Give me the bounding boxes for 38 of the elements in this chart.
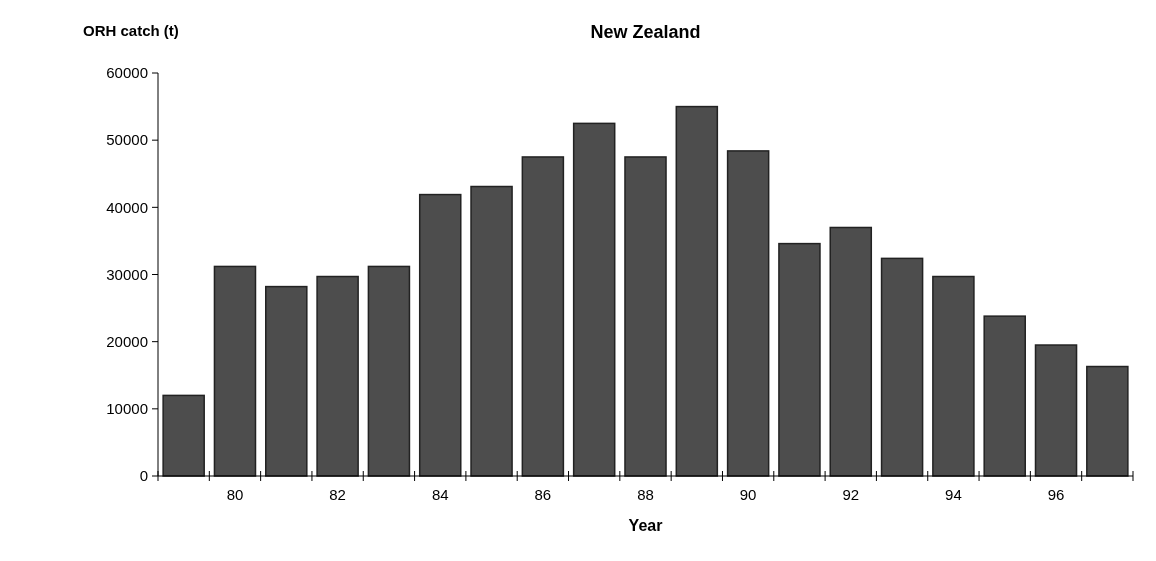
y-axis-title: ORH catch (t) xyxy=(83,22,179,39)
bar xyxy=(726,150,770,477)
bar xyxy=(932,275,975,477)
y-tick-label: 50000 xyxy=(106,131,148,149)
bar xyxy=(880,257,924,477)
y-tick-label: 10000 xyxy=(106,400,148,418)
bar xyxy=(418,193,462,477)
bar xyxy=(316,275,359,477)
bar xyxy=(470,185,513,477)
bar xyxy=(778,242,821,477)
x-tick-label: 86 xyxy=(534,486,552,503)
y-tick-label: 30000 xyxy=(106,265,148,283)
x-tick-label: 88 xyxy=(637,486,654,503)
x-tick-label: 84 xyxy=(431,486,449,503)
x-axis-title: Year xyxy=(628,517,663,534)
y-tick-label: 20000 xyxy=(106,332,148,350)
bar xyxy=(829,226,873,477)
bar xyxy=(521,156,565,477)
bar xyxy=(675,105,719,477)
bar xyxy=(265,285,308,477)
x-tick-label: 92 xyxy=(842,486,860,503)
y-tick-label: 60000 xyxy=(106,64,148,82)
x-tick-label: 80 xyxy=(226,486,244,503)
bar xyxy=(1086,365,1129,477)
chart-title: New Zealand xyxy=(590,22,701,42)
bar xyxy=(162,394,205,477)
bar xyxy=(1034,344,1078,477)
y-tick-label: 40000 xyxy=(106,198,148,216)
bar xyxy=(367,265,411,477)
bar xyxy=(624,156,667,477)
bar xyxy=(213,265,257,477)
x-tick-label: 90 xyxy=(739,486,757,503)
bar xyxy=(983,315,1026,477)
y-tick-label: 0 xyxy=(139,467,148,485)
x-tick-label: 94 xyxy=(945,486,962,503)
x-tick-label: 96 xyxy=(1047,486,1065,503)
x-tick-label: 82 xyxy=(329,486,346,503)
bar xyxy=(572,122,616,477)
